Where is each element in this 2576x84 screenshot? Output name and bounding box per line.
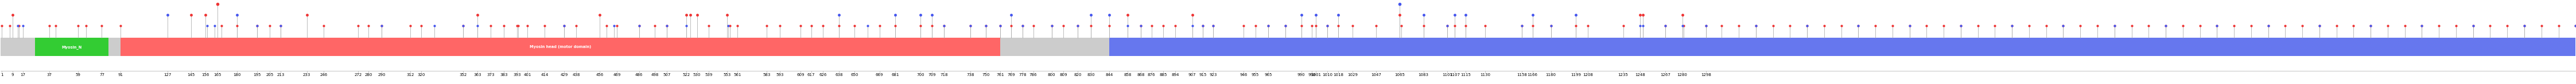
Bar — [0, 38, 2576, 56]
Bar — [36, 38, 108, 56]
Bar — [1110, 38, 2576, 56]
Bar — [121, 38, 999, 56]
Text: Myosin_N: Myosin_N — [62, 45, 82, 49]
Text: Myosin head (motor domain): Myosin head (motor domain) — [531, 45, 590, 49]
